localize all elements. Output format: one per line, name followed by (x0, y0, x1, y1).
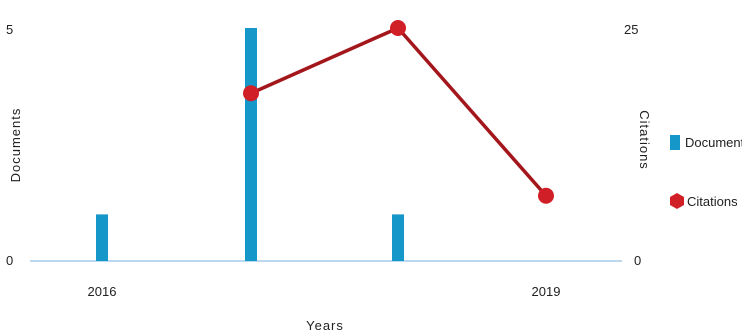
y-left-tick-min: 0 (6, 253, 13, 268)
legend-citations-label: Citations (687, 194, 738, 209)
legend-citations-marker-icon (670, 193, 684, 209)
legend-documents-swatch (670, 135, 680, 150)
citations-point-2019 (538, 187, 554, 204)
citations-line-layer (243, 20, 554, 204)
legend-documents-label: Documents (685, 135, 742, 150)
documents-bar-2018 (392, 214, 404, 261)
legend: Documents Citations (670, 135, 742, 209)
citations-line-segment (249, 26, 400, 95)
documents-bar-2017 (245, 28, 257, 261)
citations-point-2018 (390, 20, 406, 36)
y-left-axis-title: Documents (8, 108, 23, 183)
y-right-tick-max: 25 (624, 22, 638, 37)
y-left-tick-max: 5 (6, 22, 13, 37)
y-right-axis-title: Citations (637, 110, 652, 170)
y-right-tick-min: 0 (634, 253, 641, 268)
documents-bar-2016 (96, 214, 108, 261)
x-tick-label-2016: 2016 (88, 284, 117, 299)
x-tick-label-2019: 2019 (532, 284, 561, 299)
x-axis-title: Years (306, 318, 344, 333)
documents-bars (96, 28, 404, 261)
citations-line-segment (396, 26, 548, 198)
citations-point-2017 (243, 85, 259, 102)
